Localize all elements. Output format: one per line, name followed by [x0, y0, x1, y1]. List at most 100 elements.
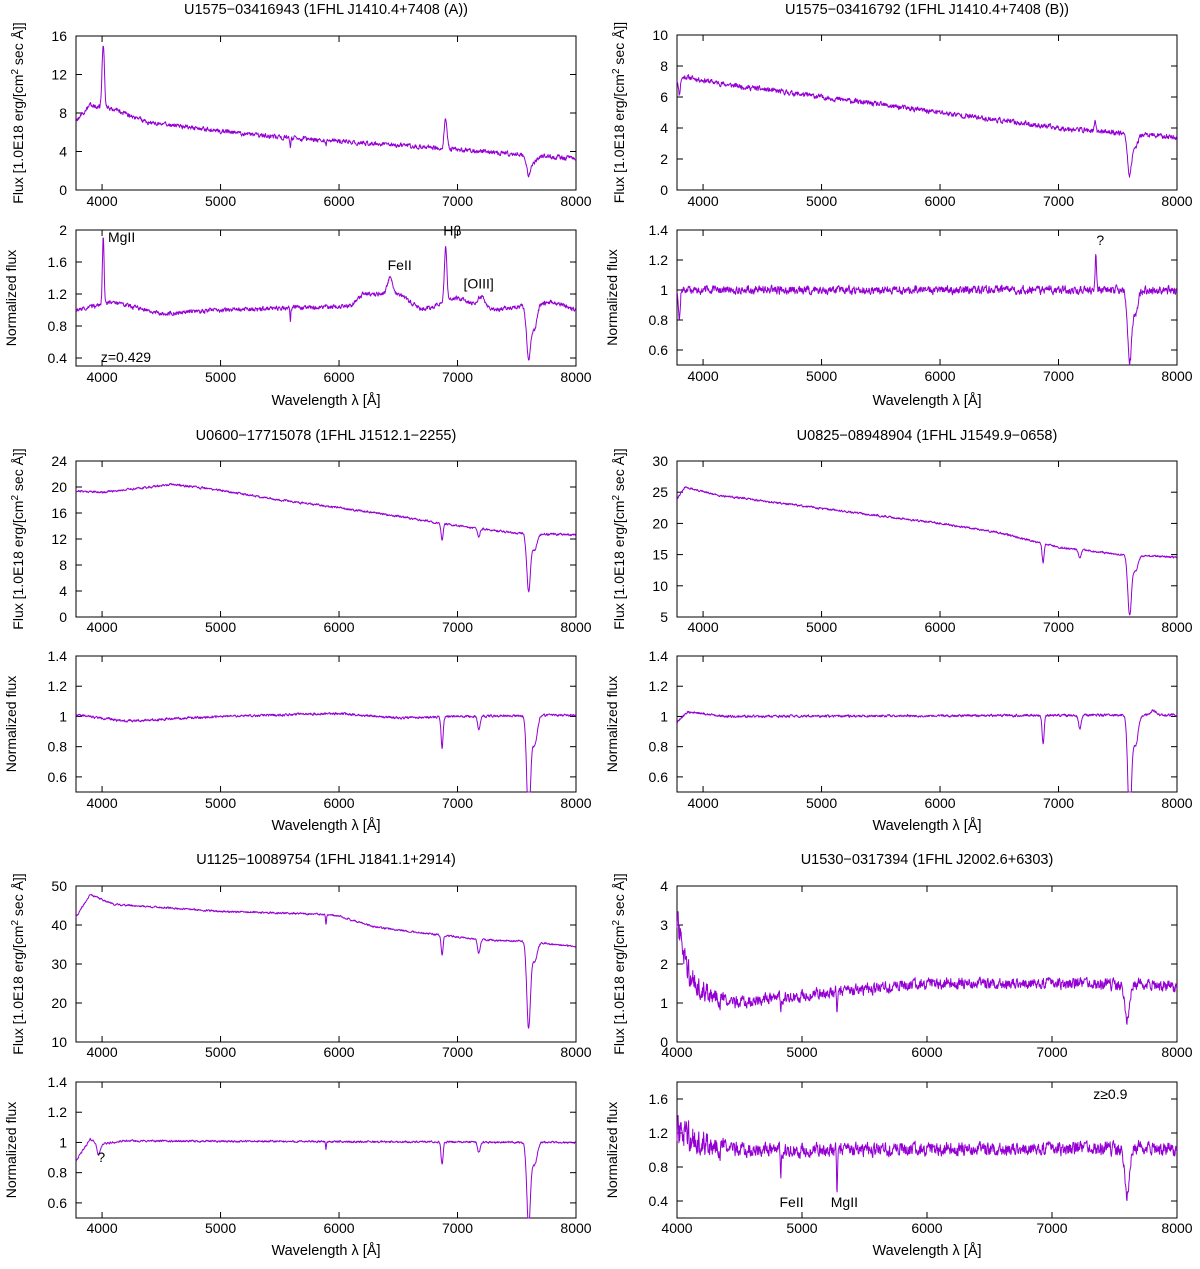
x-axis-label: Wavelength λ [Å] [271, 817, 380, 834]
y-tick-label: 8 [59, 105, 67, 121]
y-tick-label: 0.8 [48, 318, 68, 334]
y-tick-label: 10 [51, 1034, 67, 1050]
x-tick-label: 4000 [86, 369, 117, 385]
line-annotation: MgII [108, 229, 135, 245]
x-tick-label: 6000 [323, 1044, 354, 1060]
y-tick-label: 5 [660, 609, 668, 625]
x-tick-label: 4000 [687, 619, 718, 635]
axes-frame-norm [75, 229, 577, 367]
x-tick-label: 8000 [1161, 619, 1192, 635]
x-axis-label: Wavelength λ [Å] [872, 1242, 981, 1259]
y-tick-label: 1.2 [48, 678, 68, 694]
x-tick-label: 5000 [205, 193, 236, 209]
x-tick-label: 6000 [924, 193, 955, 209]
y-axis-label-flux: Flux [1.0E18 erg/[cm2 sec Å]] [10, 22, 26, 203]
y-tick-label: 0.8 [48, 739, 68, 755]
y-tick-label: 8 [59, 557, 67, 573]
x-tick-label: 7000 [442, 795, 473, 811]
x-tick-label: 7000 [1043, 795, 1074, 811]
x-tick-label: 6000 [911, 1044, 942, 1060]
x-tick-label: 6000 [323, 193, 354, 209]
spectrum-line-norm [75, 1137, 577, 1219]
line-annotation: ? [1096, 232, 1104, 248]
y-tick-label: 0.8 [649, 739, 669, 755]
x-tick-label: 7000 [1043, 368, 1074, 384]
y-axis-label-norm: Normalized flux [3, 676, 19, 772]
y-tick-label: 0.6 [649, 769, 669, 785]
x-tick-label: 4000 [687, 193, 718, 209]
x-tick-label: 7000 [1036, 1044, 1067, 1060]
x-tick-label: 5000 [205, 1044, 236, 1060]
x-tick-label: 8000 [1161, 795, 1192, 811]
x-tick-label: 6000 [924, 368, 955, 384]
x-tick-label: 7000 [442, 1044, 473, 1060]
y-tick-label: 1.4 [649, 222, 669, 238]
y-tick-label: 0 [660, 1034, 668, 1050]
spectrum-line-flux [75, 483, 577, 593]
x-tick-label: 6000 [924, 795, 955, 811]
x-tick-label: 8000 [1161, 1220, 1192, 1236]
y-tick-label: 1 [660, 995, 668, 1011]
panel-title: U0600−17715078 (1FHL J1512.1−2255) [196, 428, 457, 444]
y-tick-label: 6 [660, 89, 668, 105]
spectrum-panel-p4: U0825−08948904 (1FHL J1549.9−0658)4000 50… [604, 428, 1193, 834]
y-tick-label: 20 [51, 479, 67, 495]
spectrum-line-flux [75, 894, 577, 1029]
spectrum-line-norm [75, 237, 577, 361]
y-tick-label: 16 [51, 28, 67, 44]
x-tick-label: 5000 [205, 369, 236, 385]
x-tick-label: 5000 [786, 1220, 817, 1236]
x-tick-label: 4000 [661, 1044, 692, 1060]
x-tick-label: 4000 [86, 795, 117, 811]
panel-title: U1530−0317394 (1FHL J2002.6+6303) [801, 852, 1054, 868]
y-tick-label: 0.6 [48, 1195, 68, 1211]
spectrum-panel-p2: U1575−03416792 (1FHL J1410.4+7408 (B))40… [604, 2, 1193, 409]
y-axis-label-norm: Normalized flux [604, 676, 620, 772]
axes-frame-flux [676, 460, 1178, 618]
axes-frame-flux [676, 34, 1178, 191]
x-tick-label: 6000 [323, 795, 354, 811]
x-tick-label: 6000 [323, 1220, 354, 1236]
x-tick-label: 8000 [1161, 368, 1192, 384]
y-tick-label: 1.6 [48, 254, 68, 270]
panel-title: U1575−03416943 (1FHL J1410.4+7408 (A)) [184, 2, 468, 18]
x-tick-label: 7000 [442, 1220, 473, 1236]
spectrum-panel-p6: U1530−0317394 (1FHL J2002.6+6303) 4000 500… [604, 852, 1193, 1259]
y-tick-label: 15 [652, 547, 668, 563]
y-tick-label: 0.6 [649, 342, 669, 358]
x-tick-label: 5000 [806, 193, 837, 209]
y-tick-label: 16 [51, 505, 67, 521]
y-axis-label-norm: Normalized flux [3, 250, 19, 346]
x-tick-label: 4000 [86, 1220, 117, 1236]
y-tick-label: 0 [59, 609, 67, 625]
y-tick-label: 24 [51, 453, 67, 469]
y-tick-label: 12 [51, 67, 67, 83]
x-tick-label: 6000 [323, 619, 354, 635]
x-tick-label: 6000 [323, 369, 354, 385]
x-tick-label: 5000 [786, 1044, 817, 1060]
y-tick-label: 1.4 [48, 1074, 68, 1090]
y-tick-label: 2 [660, 151, 668, 167]
x-tick-label: 8000 [560, 1220, 591, 1236]
x-axis-label: Wavelength λ [Å] [872, 817, 981, 834]
y-tick-label: 1 [59, 1134, 67, 1150]
x-axis-label: Wavelength λ [Å] [271, 392, 380, 409]
line-annotation: [OIII] [463, 275, 493, 291]
axes-frame-flux [75, 35, 577, 191]
y-tick-label: 0 [59, 182, 67, 198]
spectrum-line-flux [676, 74, 1178, 178]
axes-frame-norm [75, 655, 577, 793]
y-tick-label: 4 [59, 144, 67, 160]
axes-frame-flux [75, 460, 577, 618]
y-tick-label: 40 [51, 917, 67, 933]
x-tick-label: 8000 [560, 619, 591, 635]
x-tick-label: 4000 [687, 368, 718, 384]
spectrum-line-norm [676, 1115, 1178, 1202]
y-tick-label: 12 [51, 531, 67, 547]
axes-frame-norm [676, 655, 1178, 793]
x-tick-label: 6000 [924, 619, 955, 635]
y-tick-label: 2 [59, 222, 67, 238]
spectrum-line-flux [75, 45, 577, 178]
axes-frame-norm [75, 1081, 577, 1219]
y-tick-label: 1.4 [48, 648, 68, 664]
